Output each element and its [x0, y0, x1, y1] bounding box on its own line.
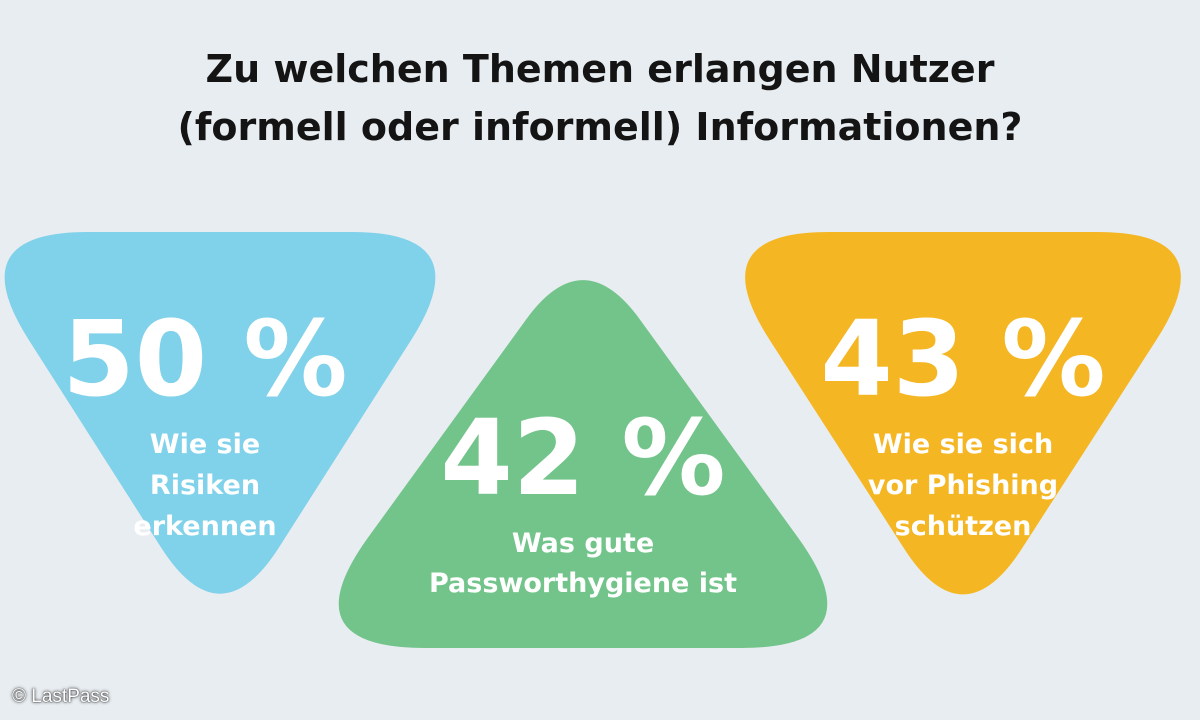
title-line-1: Zu welchen Themen erlangen Nutzer	[205, 47, 995, 91]
stat-description-1-line-1: Wie sie	[150, 429, 260, 460]
stat-description-1-line-2: Risiken	[150, 470, 260, 501]
stat-value-1: 50 %	[62, 298, 347, 420]
stat-description-2-line-2: Passworthygiene ist	[429, 568, 737, 599]
stat-description-3-line-2: vor Phishing	[868, 470, 1058, 501]
stat-card-1: 50 % Wie sie Risiken erkennen	[4, 232, 436, 594]
triangle-shape-2	[338, 280, 828, 648]
stat-card-3: 43 % Wie sie sich vor Phishing schützen	[745, 232, 1181, 595]
title-line-2: (formell oder informell) Informationen?	[177, 105, 1023, 149]
stat-value-2: 42 %	[440, 397, 725, 519]
stat-description-1-line-3: erkennen	[133, 511, 276, 542]
source-credit: © LastPass	[12, 686, 110, 707]
stat-value-3: 43 %	[820, 298, 1105, 420]
stat-description-3-line-1: Wie sie sich	[873, 429, 1053, 460]
stat-card-2: 42 % Was gute Passworthygiene ist	[338, 280, 828, 648]
stat-description-2-line-1: Was gute	[512, 528, 654, 559]
triangle-shape-3	[745, 232, 1181, 595]
stat-description-3-line-3: schützen	[895, 511, 1032, 542]
chart-title: Zu welchen Themen erlangen Nutzer (forme…	[100, 40, 1100, 156]
triangle-shape-1	[4, 232, 436, 594]
